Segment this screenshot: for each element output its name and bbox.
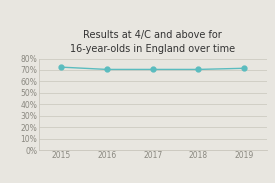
Title: Results at 4/C and above for
16-year-olds in England over time: Results at 4/C and above for 16-year-old…: [70, 30, 235, 54]
